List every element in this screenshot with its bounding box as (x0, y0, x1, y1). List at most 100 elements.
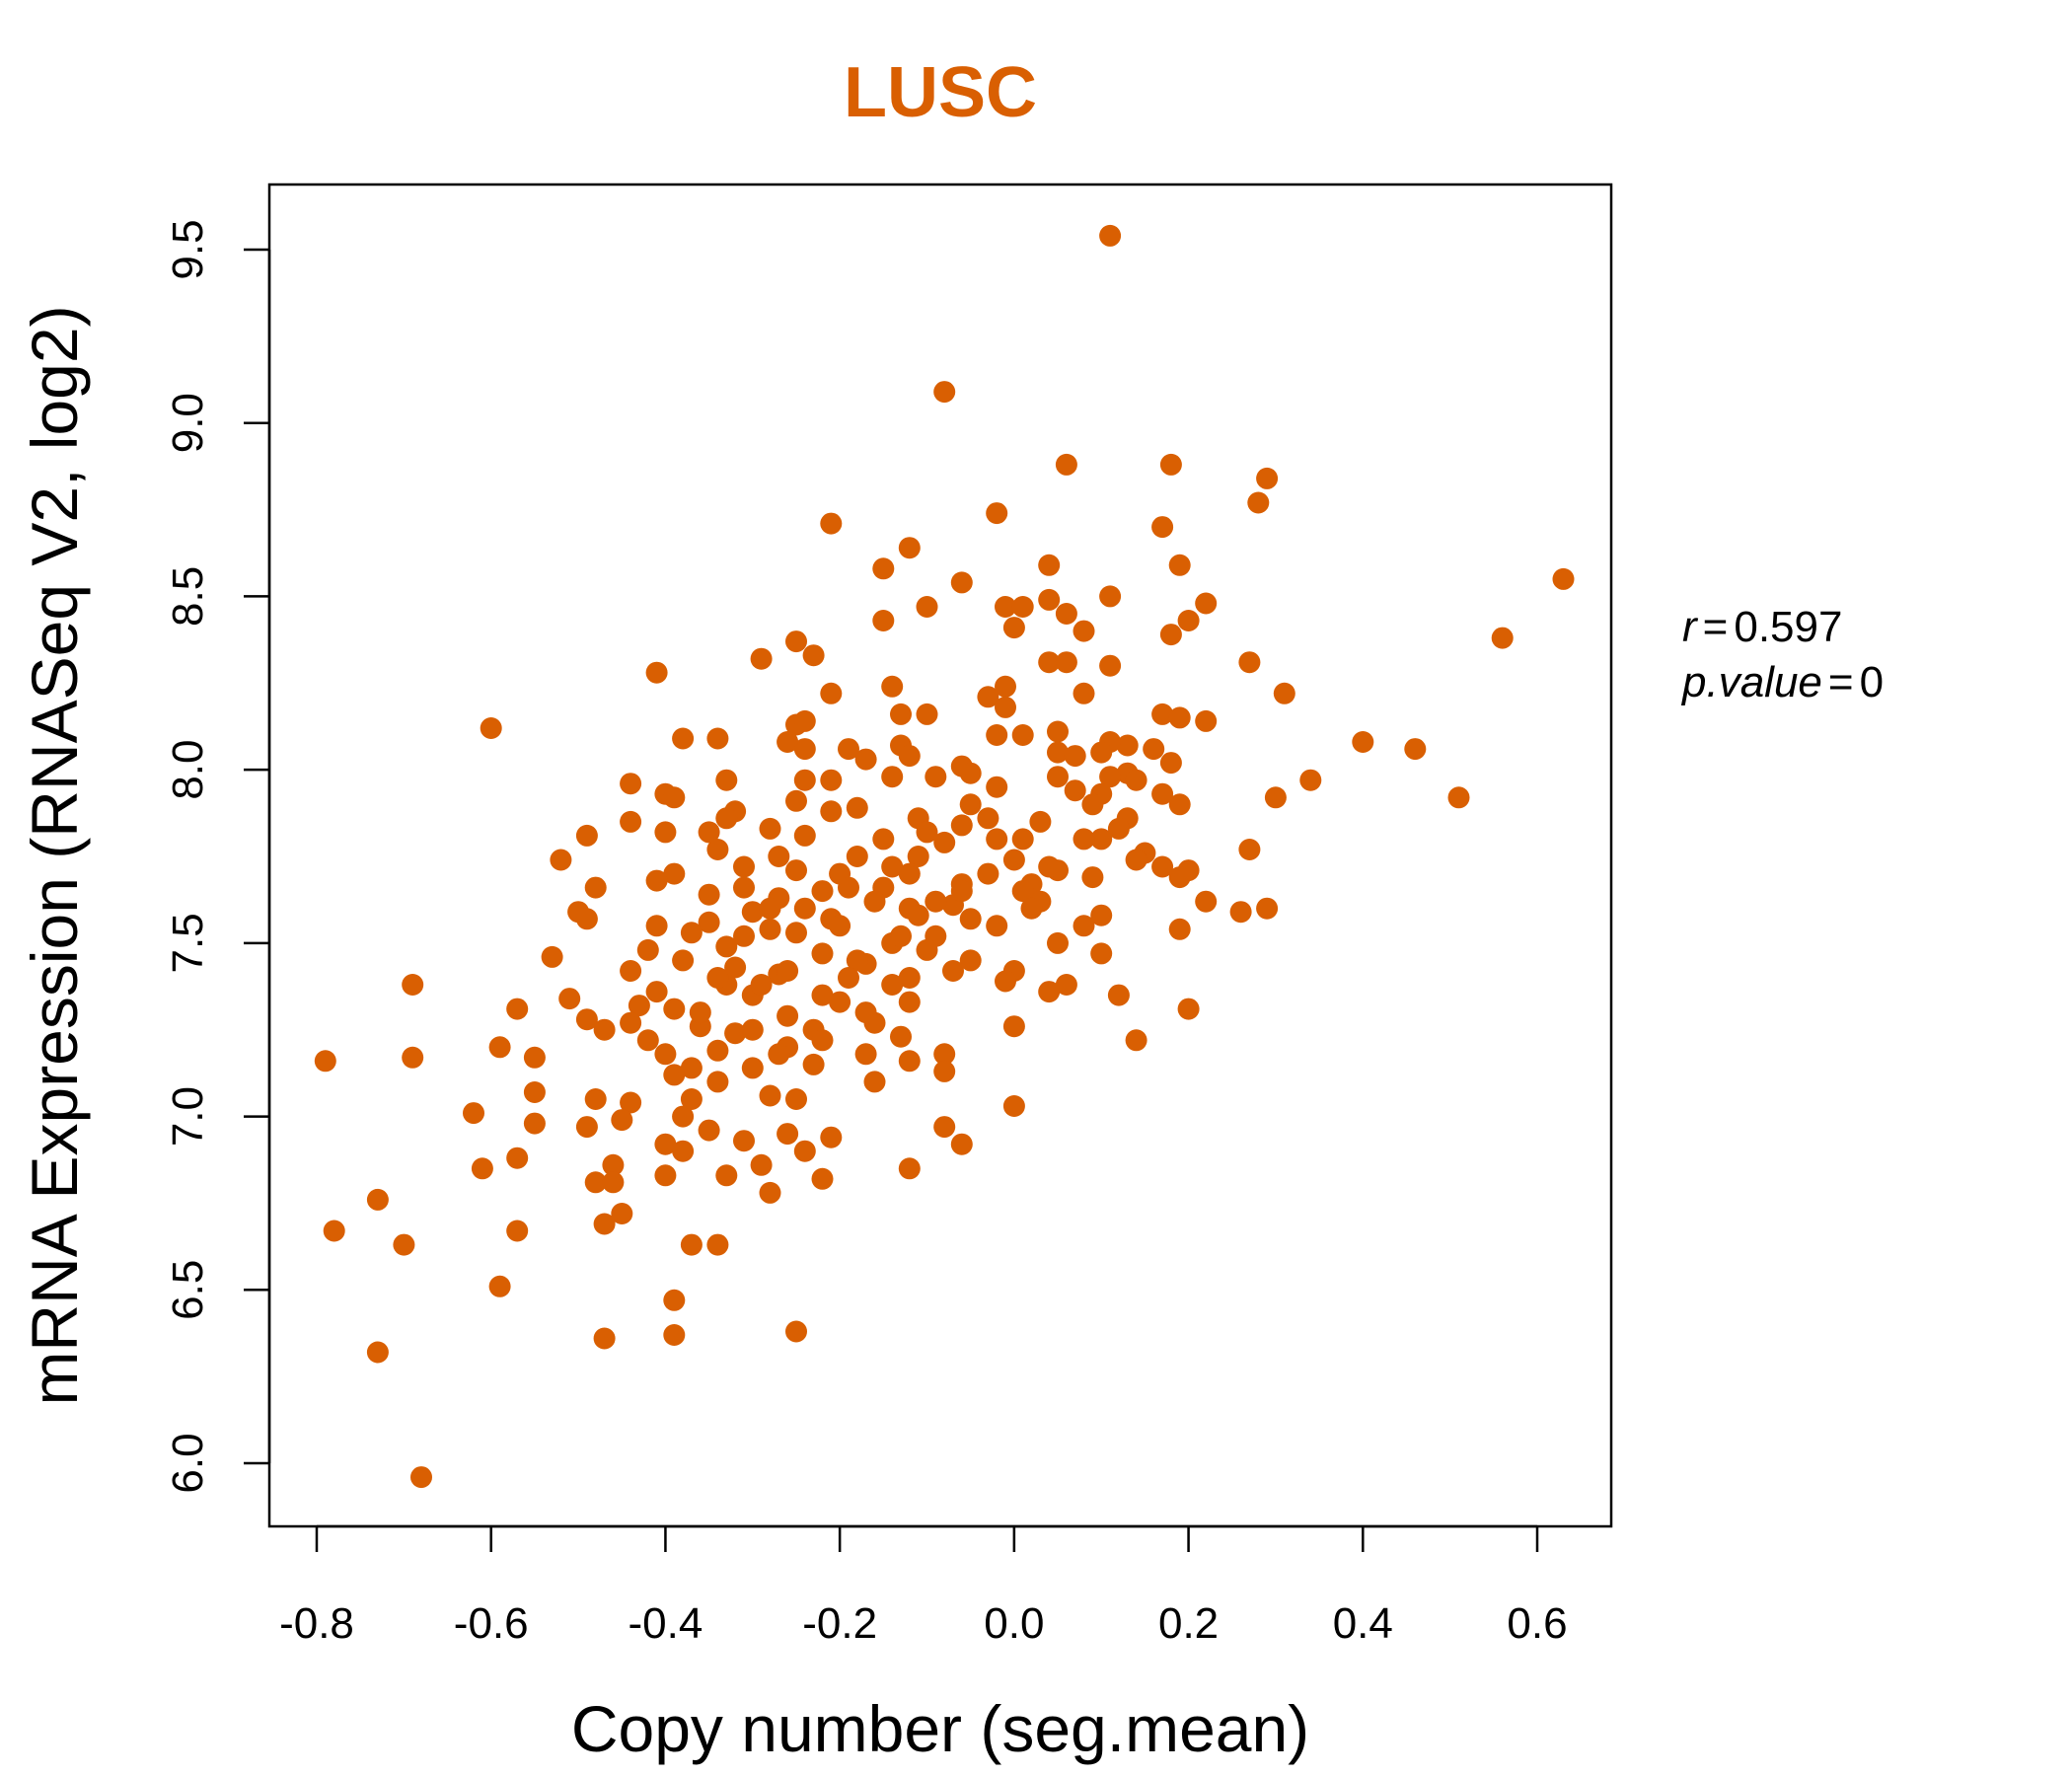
data-point (706, 1071, 729, 1093)
data-point (1229, 901, 1252, 924)
data-point (1090, 942, 1113, 965)
data-point (698, 1119, 720, 1142)
data-point (584, 876, 607, 899)
data-point (1168, 793, 1191, 816)
data-point (1038, 981, 1061, 1003)
data-point (1090, 904, 1113, 926)
data-point (663, 1064, 686, 1086)
data-point (663, 1324, 686, 1346)
data-point (620, 960, 642, 982)
data-point (750, 647, 773, 670)
data-point (1177, 610, 1200, 631)
data-point (916, 938, 938, 961)
data-point (523, 1081, 546, 1103)
data-point (314, 1050, 336, 1073)
data-point (741, 901, 764, 924)
data-point (907, 846, 929, 867)
data-point (811, 880, 834, 903)
data-point (1064, 779, 1086, 802)
data-point (1020, 897, 1043, 920)
data-point (1099, 766, 1122, 788)
data-point (785, 630, 807, 653)
data-point (593, 1213, 616, 1235)
data-point (933, 1060, 956, 1082)
x-tick-label: -0.6 (454, 1599, 529, 1648)
data-point (1256, 897, 1279, 920)
data-point (1491, 627, 1514, 649)
data-point (995, 675, 1016, 698)
data-point (698, 883, 720, 906)
data-point (793, 897, 816, 920)
x-tick-label: 0.4 (1333, 1599, 1393, 1648)
data-point (1055, 453, 1077, 476)
data-point (654, 1133, 677, 1155)
data-point (715, 807, 738, 830)
data-point (898, 991, 921, 1013)
data-point (1125, 1029, 1147, 1052)
data-point (881, 675, 904, 698)
data-point (575, 824, 598, 847)
data-point (1177, 998, 1200, 1020)
data-point (480, 717, 502, 739)
data-point (872, 828, 895, 851)
data-point (672, 949, 695, 972)
data-point (1081, 866, 1104, 889)
data-point (785, 1320, 807, 1343)
data-point (950, 814, 973, 837)
data-point (680, 922, 703, 944)
data-point (645, 869, 668, 892)
x-tick-label: 0.2 (1158, 1599, 1219, 1648)
stat-annotation: r = 0.597 p.value = 0 (1680, 603, 1884, 706)
data-point (1168, 866, 1191, 889)
data-point (645, 661, 668, 684)
data-point (611, 1203, 633, 1224)
data-point (1073, 915, 1095, 937)
data-point (1352, 731, 1374, 753)
data-point (759, 817, 781, 840)
data-point (977, 862, 999, 885)
data-point (846, 796, 868, 819)
data-point (663, 1289, 686, 1311)
data-point (602, 1153, 625, 1176)
y-tick-label: 6.0 (164, 1433, 212, 1493)
data-point (1055, 651, 1077, 674)
data-point (1090, 828, 1113, 851)
data-point (620, 1091, 642, 1114)
data-point (750, 974, 773, 996)
data-point (741, 1057, 764, 1079)
data-point (733, 855, 755, 878)
data-point (1168, 706, 1191, 729)
data-point (558, 988, 581, 1010)
data-point (523, 1112, 546, 1135)
y-tick-label: 6.5 (164, 1260, 212, 1320)
data-point (863, 890, 886, 913)
data-point (995, 970, 1016, 993)
data-point (488, 1036, 511, 1059)
data-point (802, 644, 825, 667)
data-point (854, 1043, 877, 1066)
data-point (584, 1088, 607, 1110)
data-point (611, 1109, 633, 1132)
data-point (759, 918, 781, 940)
data-point (854, 748, 877, 771)
y-tick-label: 7.5 (164, 913, 212, 973)
data-point (506, 1220, 529, 1242)
data-point (950, 571, 973, 594)
data-point (898, 862, 921, 885)
data-point (820, 682, 843, 704)
data-point (777, 1004, 799, 1027)
data-point (593, 1018, 616, 1041)
data-point (715, 769, 738, 791)
data-point (890, 703, 912, 725)
data-point (793, 1140, 816, 1162)
data-point (1264, 786, 1287, 809)
data-point (680, 1088, 703, 1110)
data-point (1029, 810, 1052, 833)
data-point (366, 1341, 389, 1364)
data-point (1151, 855, 1174, 878)
data-point (959, 793, 982, 816)
data-point (1047, 931, 1069, 954)
data-point (733, 1130, 755, 1152)
data-point (654, 1164, 677, 1187)
